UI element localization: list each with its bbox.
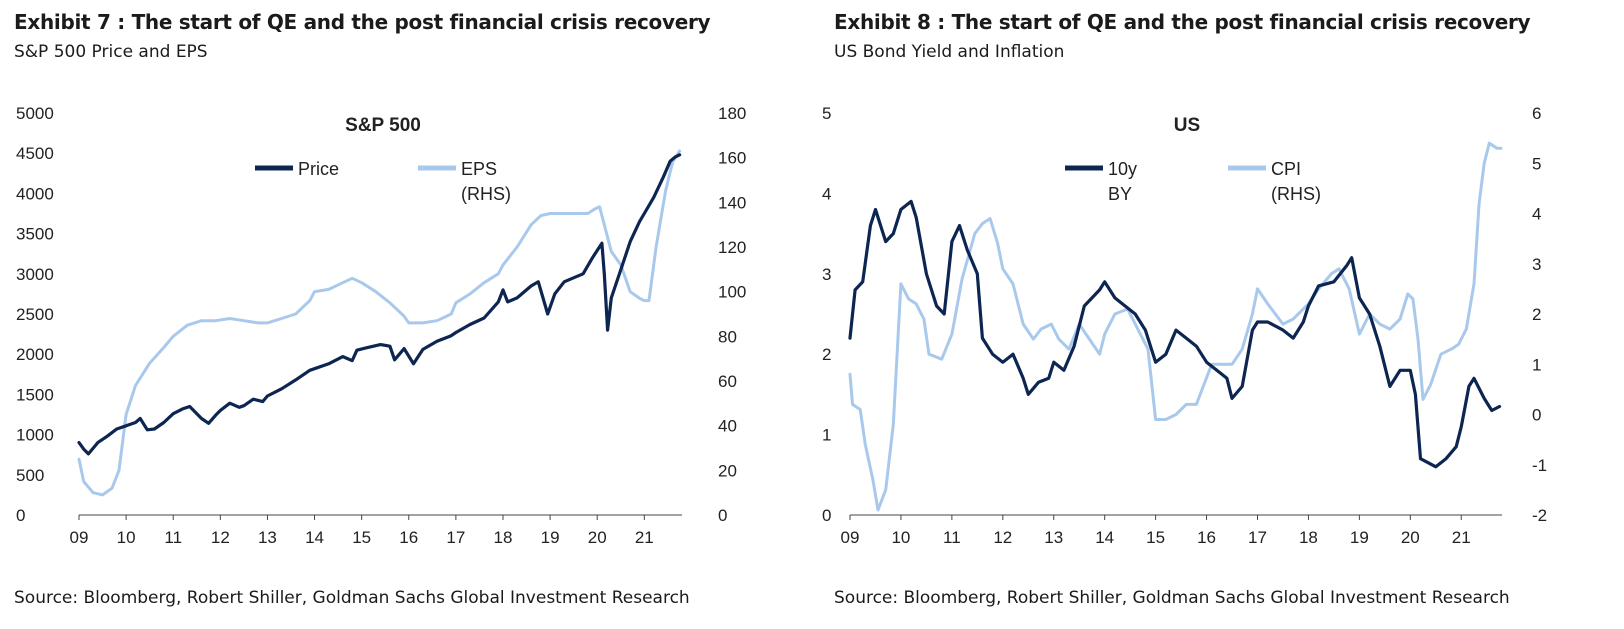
y-left-tick-label: 5000 bbox=[16, 104, 54, 123]
x-tick-label: 12 bbox=[211, 528, 230, 547]
y-right-tick-label: 4 bbox=[1532, 205, 1541, 224]
y-left-tick-label: 0 bbox=[822, 506, 831, 525]
y-left-tick-label: 3500 bbox=[16, 225, 54, 244]
y-left-tick-label: 4500 bbox=[16, 144, 54, 163]
x-tick-label: 20 bbox=[1401, 528, 1420, 547]
y-right-tick-label: 100 bbox=[718, 283, 746, 302]
y-left-tick-label: 3000 bbox=[16, 265, 54, 284]
x-tick-label: 14 bbox=[305, 528, 324, 547]
x-tick-label: 09 bbox=[70, 528, 89, 547]
y-right-tick-label: 0 bbox=[1532, 406, 1541, 425]
x-tick-label: 16 bbox=[1197, 528, 1216, 547]
y-right-tick-label: 6 bbox=[1532, 104, 1541, 123]
x-tick-label: 17 bbox=[1248, 528, 1267, 547]
x-tick-label: 20 bbox=[588, 528, 607, 547]
y-left-tick-label: 1500 bbox=[16, 385, 54, 404]
exhibit-8-panel: Exhibit 8 : The start of QE and the post… bbox=[820, 0, 1620, 629]
legend-label: Price bbox=[298, 159, 339, 179]
y-left-tick-label: 1 bbox=[822, 426, 831, 445]
source-note: Source: Bloomberg, Robert Shiller, Goldm… bbox=[834, 588, 1510, 608]
x-tick-label: 13 bbox=[258, 528, 277, 547]
x-tick-label: 14 bbox=[1095, 528, 1114, 547]
y-left-tick-label: 2000 bbox=[16, 345, 54, 364]
y-right-tick-label: 120 bbox=[718, 238, 746, 257]
x-tick-label: 13 bbox=[1044, 528, 1063, 547]
y-left-tick-label: 4 bbox=[822, 184, 831, 203]
y-left-tick-label: 5 bbox=[822, 104, 831, 123]
x-tick-label: 16 bbox=[399, 528, 418, 547]
x-tick-label: 10 bbox=[117, 528, 136, 547]
exhibit-title: Exhibit 8 : The start of QE and the post… bbox=[834, 10, 1531, 34]
y-left-tick-label: 4000 bbox=[16, 184, 54, 203]
chart-title: US bbox=[1174, 115, 1200, 136]
y-left-tick-label: 1000 bbox=[16, 426, 54, 445]
y-right-tick-label: 5 bbox=[1532, 154, 1541, 173]
x-tick-label: 19 bbox=[1350, 528, 1369, 547]
y-right-tick-label: 140 bbox=[718, 193, 746, 212]
chart-title: S&P 500 bbox=[345, 115, 421, 136]
legend-label: 10y BY bbox=[1108, 159, 1137, 204]
x-tick-label: 19 bbox=[541, 528, 560, 547]
x-tick-label: 10 bbox=[891, 528, 910, 547]
y-right-tick-label: 40 bbox=[718, 417, 737, 436]
x-tick-label: 15 bbox=[352, 528, 371, 547]
x-tick-label: 21 bbox=[635, 528, 654, 547]
x-tick-label: 15 bbox=[1146, 528, 1165, 547]
x-tick-label: 09 bbox=[841, 528, 860, 547]
legend-label: CPI (RHS) bbox=[1271, 159, 1321, 204]
sp500-chart: 09 10 11 12 13 14 15 16 17 18 19 20 2105001000150020… bbox=[16, 104, 746, 547]
y-right-tick-label: 180 bbox=[718, 104, 746, 123]
y-right-tick-label: -2 bbox=[1532, 506, 1547, 525]
y-right-tick-label: 2 bbox=[1532, 305, 1541, 324]
source-note: Source: Bloomberg, Robert Shiller, Goldm… bbox=[14, 588, 690, 608]
series-line-secondary bbox=[848, 141, 1503, 512]
exhibit-7-panel: Exhibit 7 : The start of QE and the post… bbox=[0, 0, 800, 629]
us-yield-chart: 09 10 11 12 13 14 15 16 17 18 19 20 21012345-2-10123… bbox=[822, 104, 1547, 547]
y-left-tick-label: 2500 bbox=[16, 305, 54, 324]
y-right-tick-label: 60 bbox=[718, 372, 737, 391]
x-tick-label: 12 bbox=[993, 528, 1012, 547]
legend-label: EPS (RHS) bbox=[461, 159, 511, 204]
x-tick-label: 18 bbox=[494, 528, 513, 547]
x-tick-label: 18 bbox=[1299, 528, 1318, 547]
series-line-primary bbox=[77, 153, 682, 456]
y-right-tick-label: 20 bbox=[718, 461, 737, 480]
series-line-primary bbox=[848, 199, 1502, 469]
exhibit-title: Exhibit 7 : The start of QE and the post… bbox=[14, 10, 711, 34]
y-right-tick-label: 160 bbox=[718, 149, 746, 168]
y-right-tick-label: -1 bbox=[1532, 456, 1547, 475]
x-tick-label: 21 bbox=[1452, 528, 1471, 547]
y-right-tick-label: 80 bbox=[718, 327, 737, 346]
x-tick-label: 11 bbox=[943, 528, 961, 547]
y-right-tick-label: 0 bbox=[718, 506, 727, 525]
y-right-tick-label: 1 bbox=[1532, 355, 1541, 374]
x-tick-label: 11 bbox=[164, 528, 182, 547]
y-left-tick-label: 3 bbox=[822, 265, 831, 284]
y-left-tick-label: 500 bbox=[16, 466, 44, 485]
y-left-tick-label: 2 bbox=[822, 345, 831, 364]
exhibit-subtitle: S&P 500 Price and EPS bbox=[14, 42, 208, 62]
y-left-tick-label: 0 bbox=[16, 506, 25, 525]
exhibit-subtitle: US Bond Yield and Inflation bbox=[834, 42, 1065, 62]
y-right-tick-label: 3 bbox=[1532, 255, 1541, 274]
x-tick-label: 17 bbox=[446, 528, 465, 547]
series-line-secondary bbox=[77, 149, 682, 497]
